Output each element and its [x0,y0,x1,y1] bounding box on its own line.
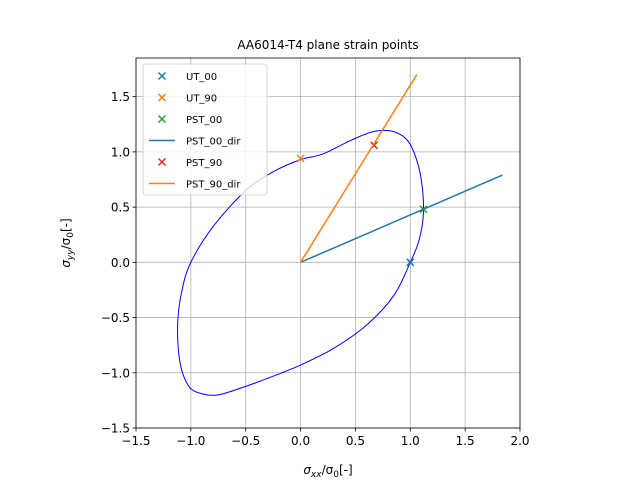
y-tick-label: −1.5 [101,422,130,436]
y-axis-label: σyy/σ0[-] [59,218,76,267]
x-axis-label-sub: xx [310,470,322,480]
legend-label: PST_00 [186,115,222,126]
y-tick-label: 1.5 [111,90,130,104]
y-axis-label-main: σ [59,260,73,268]
axes-frame [135,57,521,429]
y-axis-label-sub: yy [66,249,76,261]
y-tick-label: −0.5 [101,311,130,325]
marker-ut_00 [406,258,415,267]
legend-item-ut_00: UT_00 [157,71,217,83]
chart-title: AA6014-T4 plane strain points [237,38,418,52]
x-tick-label: 0.0 [291,434,310,448]
legend-marker-swatch [157,71,167,81]
plot-area [177,74,503,396]
y-axis-label-sub2: 0 [66,232,76,238]
y-axis-label-tail: [-] [59,218,73,232]
legend-item-pst_00_dir: PST_00_dir [149,137,241,148]
y-tick-label: −1.0 [101,366,130,380]
x-tick-label: 1.5 [456,434,475,448]
x-axis-label-main: σ [303,463,311,477]
legend-label: PST_90 [186,158,222,169]
y-axis-label-mid: /σ [59,237,73,249]
legend-item-ut_90: UT_90 [157,93,217,105]
x-tick-label: 1.0 [401,434,420,448]
y-tick-label: 0.0 [111,256,130,270]
legend-box [142,63,268,196]
x-axis-label: σxx/σ0[-] [303,463,352,480]
y-tick-label: 1.0 [111,145,130,159]
x-tick-label: 2.0 [510,434,529,448]
legend-item-pst_90: PST_90 [157,157,222,169]
legend-marker-swatch [157,157,167,167]
x-axis-label-mid: /σ [322,463,334,477]
ticks: −1.5 −1.0 −0.5 0.0 0.5 1.0 1.5 2.0 −1.5 −1.0 −0.5 0… [101,90,530,448]
x-tick-label: 0.5 [346,434,365,448]
yield-surface-curve [177,129,425,396]
legend-label: PST_00_dir [186,137,241,148]
legend-label: PST_90_dir [186,180,241,191]
series-line-pst_00_dir [300,174,503,264]
x-tick-label: −0.5 [231,434,260,448]
legend-marker-swatch [157,114,167,124]
x-axis-label-tail: [-] [339,463,353,477]
legend-label: UT_90 [186,94,217,105]
legend-item-pst_90_dir: PST_90_dir [149,180,241,191]
legend-label: UT_00 [186,72,217,83]
legend: UT_00 UT_90 PST_00 PST_00_dir PST_90 PST_90_d… [142,63,268,196]
x-tick-label: −1.5 [121,434,150,448]
legend-marker-swatch [157,93,167,102]
marker-ut_90 [296,154,305,163]
series-line-pst_90_dir [299,74,418,263]
legend-item-pst_00: PST_00 [157,114,222,126]
x-axis-label-sub2: 0 [333,470,339,480]
x-tick-label: −1.0 [176,434,205,448]
y-tick-label: 0.5 [111,201,130,215]
